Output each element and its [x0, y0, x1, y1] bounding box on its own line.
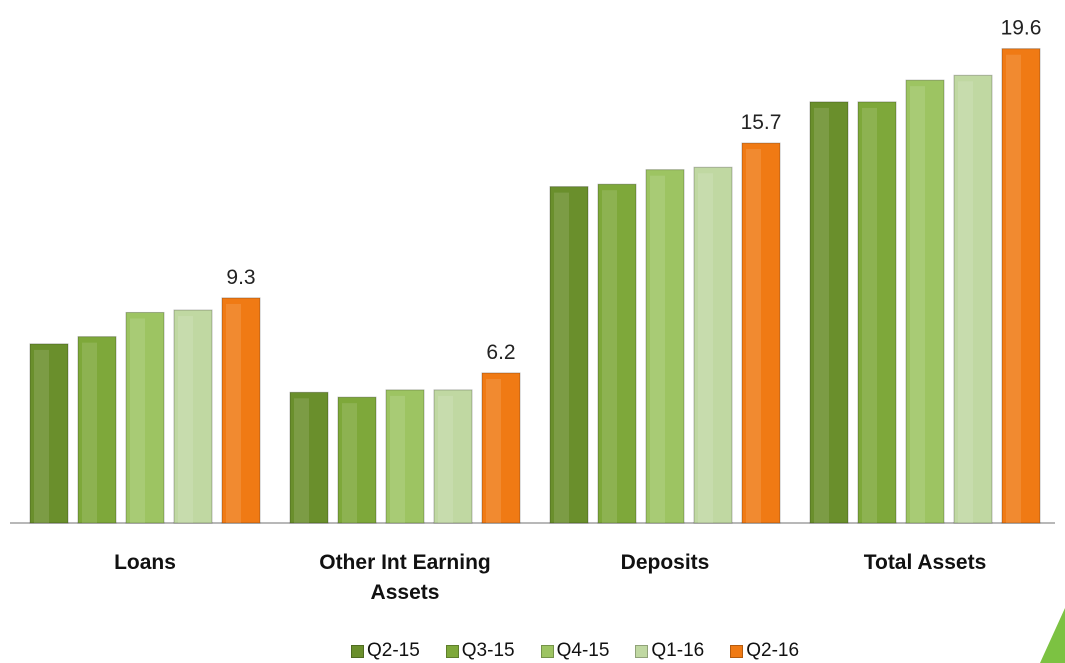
bar-highlight [958, 81, 973, 524]
bar-highlight [814, 107, 829, 524]
legend-swatch [635, 644, 649, 658]
bar-highlight [698, 173, 713, 523]
x-tick-label: Loans [114, 551, 176, 574]
bar-highlight [342, 403, 357, 523]
legend-item: Q2-15 [350, 640, 420, 662]
bar-highlight [650, 175, 665, 523]
bar [481, 372, 521, 524]
bar-highlight [1006, 54, 1021, 524]
bar [905, 79, 945, 524]
legend-label: Q2-15 [366, 640, 420, 661]
bar-highlight [130, 318, 145, 523]
legend-swatch [540, 644, 554, 658]
bar-highlight [82, 342, 97, 523]
data-label: 15.7 [741, 111, 782, 134]
bar [645, 169, 685, 524]
decoration [1040, 608, 1065, 663]
legend-label: Q4-15 [556, 640, 610, 661]
legend-label: Q2-16 [746, 640, 800, 661]
legend-item: Q4-15 [540, 640, 610, 662]
bar [125, 311, 165, 524]
data-label: 19.6 [1001, 17, 1042, 40]
bar-highlight [486, 378, 501, 523]
bar [221, 297, 261, 524]
bar-highlight [438, 395, 453, 523]
x-tick-label: Other Int Earning Assets [319, 551, 491, 604]
bar [289, 391, 329, 524]
bar [1001, 48, 1041, 524]
bar-highlight [294, 398, 309, 523]
x-tick-label: Deposits [620, 551, 710, 574]
bar [173, 309, 213, 524]
bar-highlight [862, 107, 877, 524]
data-label: 6.2 [486, 341, 515, 364]
bar [385, 389, 425, 524]
bar-highlight [554, 192, 569, 523]
data-label: 9.3 [226, 266, 255, 289]
legend-swatch [350, 644, 364, 658]
bar [77, 336, 117, 524]
legend-item: Q3-15 [445, 640, 515, 662]
legend-swatch [730, 644, 744, 658]
bar [953, 74, 993, 524]
bar-highlight [910, 86, 925, 523]
legend-swatch [445, 644, 459, 658]
bar [857, 101, 897, 524]
bar-highlight [34, 349, 49, 523]
bar [741, 142, 781, 524]
legend-label: Q1-16 [651, 640, 705, 661]
bar [337, 396, 377, 524]
bar-highlight [178, 316, 193, 523]
bar-highlight [226, 303, 241, 523]
x-tick-label: Total Assets [863, 551, 987, 574]
legend-item: Q1-16 [635, 640, 704, 662]
bar-highlight [390, 395, 405, 523]
bar [29, 343, 69, 524]
bar-highlight [746, 149, 761, 523]
legend: Q2-15 Q3-15 Q4-15 Q1-16 Q2-16 [0, 640, 1065, 662]
bar [433, 389, 473, 524]
bar [549, 186, 589, 524]
bar [693, 166, 733, 524]
bar [597, 183, 637, 524]
bar [809, 101, 849, 524]
legend-label: Q3-15 [461, 640, 515, 661]
bar-highlight [602, 190, 617, 523]
legend-item: Q2-16 [730, 640, 799, 662]
